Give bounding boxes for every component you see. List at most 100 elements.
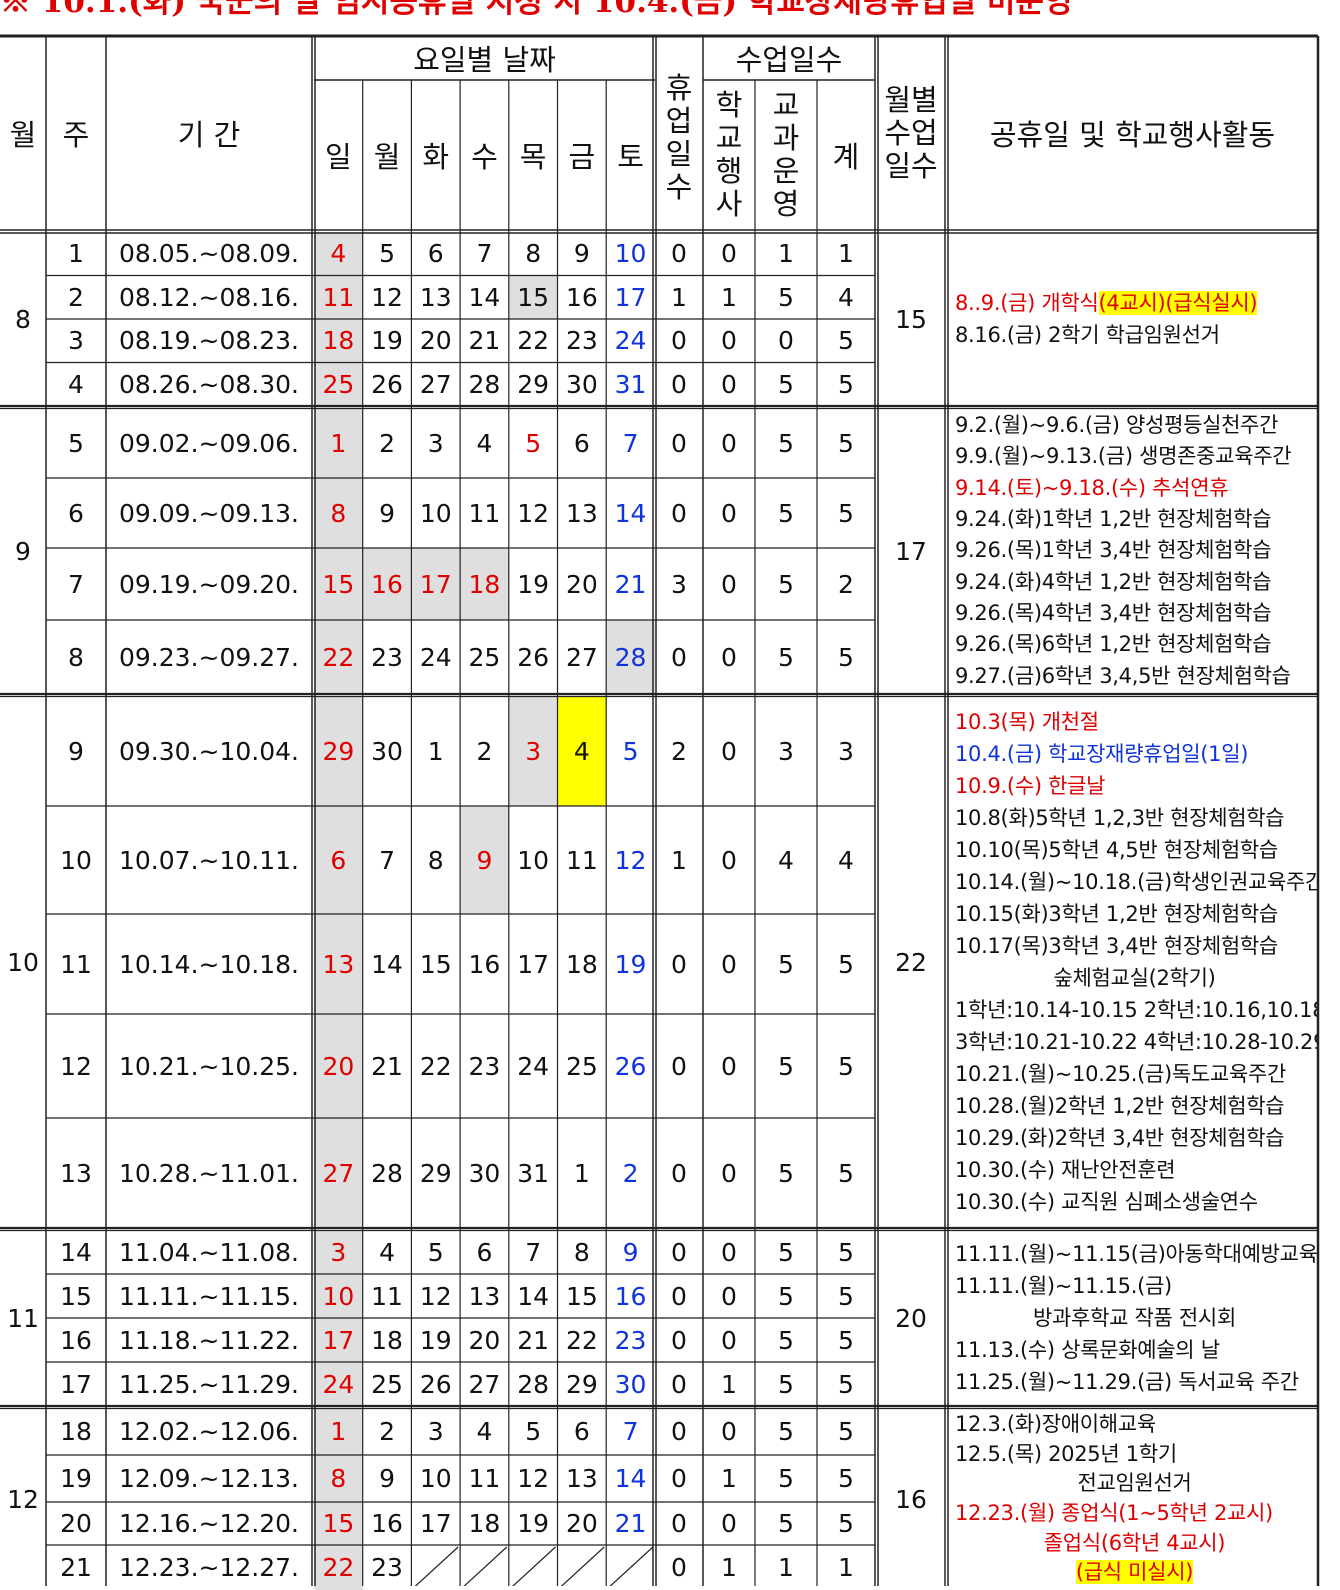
day-cell: 22 (314, 1545, 363, 1590)
curriculum-days-value: 5 (778, 369, 794, 399)
day-cell: 14 (614, 1464, 647, 1493)
day-cell: 19 (614, 949, 647, 979)
day-cell: 11 (468, 498, 501, 528)
day-cell: 28 (371, 1158, 403, 1188)
day-cell: 18 (371, 1325, 403, 1355)
note-line: 10.8(화)5학년 1,2,3반 현장체험학습 (955, 802, 1314, 834)
grid-line (512, 1546, 556, 1586)
curriculum-days-value: 5 (778, 1369, 794, 1399)
week-period: 10.28.~11.01. (119, 1158, 299, 1188)
curriculum-days-value: 5 (778, 1158, 794, 1188)
note-text: 1학년:10.14-10.15 2학년:10.16,10.18 (955, 998, 1318, 1022)
header-curriculum-char: 운 (772, 154, 800, 188)
holiday-days-value: 0 (671, 1464, 687, 1493)
note-line: 10.17(목)3학년 3,4반 현장체험학습 (955, 930, 1314, 962)
day-cell: 6 (427, 239, 444, 269)
total-days-value: 4 (838, 845, 854, 875)
holiday-days-value: 0 (671, 369, 687, 399)
day-cell: 5 (379, 239, 395, 269)
day-cell: 16 (362, 548, 412, 620)
note-line: 9.24.(화)1학년 1,2반 현장체험학습 (955, 504, 1314, 535)
week-number: 9 (68, 736, 84, 766)
day-cell: 7 (622, 1417, 639, 1446)
header-weekday: 수 (471, 140, 498, 174)
header-notes: 공휴일 및 학교행사활동 (989, 118, 1276, 152)
total-days-value: 5 (838, 1325, 854, 1355)
total-days-value: 5 (838, 1509, 854, 1538)
note-text: 10.17(목)3학년 3,4반 현장체험학습 (955, 934, 1278, 958)
header-curriculum-char: 교 (772, 88, 800, 122)
day-cell: 9 (622, 1237, 639, 1267)
day-cell: 16 (614, 1281, 647, 1311)
week-number: 8 (68, 642, 84, 672)
day-cell: 4 (476, 428, 493, 458)
note-text: 10.30.(수) 재난안전훈련 (955, 1158, 1176, 1182)
day-cell: 12 (517, 498, 550, 528)
day-cell: 8 (314, 478, 363, 548)
day-cell: 22 (314, 620, 363, 694)
day-cell: 24 (517, 1051, 550, 1081)
day-cell: 17 (419, 1509, 452, 1538)
note-line: 방과후학교 작품 전시회 (955, 1302, 1314, 1334)
month-label: 10 (7, 947, 39, 977)
note-text: 9.26.(목)6학년 1,2반 현장체험학습 (955, 632, 1272, 657)
note-line: 전교임원선거 (955, 1469, 1314, 1499)
note-text: 9.26.(목)1학년 3,4반 현장체험학습 (955, 538, 1272, 563)
day-cell: 14 (614, 498, 647, 528)
day-cell: 3 (508, 696, 558, 806)
day-cell: 17 (314, 1318, 363, 1362)
day-cell: 2 (379, 1417, 395, 1446)
header-school-event-char: 교 (715, 121, 743, 155)
total-days-value: 5 (838, 498, 854, 528)
day-cell: 1 (314, 408, 363, 478)
holiday-days-value: 0 (671, 642, 687, 672)
week-period: 10.21.~10.25. (119, 1051, 299, 1081)
curriculum-days-value: 0 (778, 326, 794, 356)
week-period: 08.19.~08.23. (119, 326, 299, 356)
school-event-days-value: 0 (721, 1237, 737, 1267)
note-text: 10.14.(월)~10.18.(금)학생인권교육주간 (955, 870, 1318, 894)
day-cell: 19 (371, 326, 403, 356)
note-line: 3학년:10.21-10.22 4학년:10.28-10.29 (955, 1026, 1318, 1058)
week-period: 12.09.~12.13. (119, 1464, 299, 1493)
day-cell: 28 (517, 1369, 550, 1399)
day-cell: 11 (371, 1281, 403, 1311)
note-text: 8.16.(금) 2학기 학급임원선거 (955, 323, 1220, 347)
school-event-days-value: 0 (721, 642, 737, 672)
day-cell: 25 (468, 642, 501, 672)
day-cell: 20 (565, 569, 598, 599)
week-period: 10.07.~10.11. (119, 845, 299, 875)
day-cell: 8 (525, 239, 542, 269)
header-weekday: 토 (617, 140, 644, 174)
day-cell: 2 (476, 736, 493, 766)
total-days-value: 1 (838, 1553, 854, 1582)
holiday-days-value: 0 (671, 1417, 687, 1446)
week-period: 11.18.~11.22. (119, 1325, 299, 1355)
week-number: 19 (60, 1464, 92, 1493)
note-line: 10.21.(월)~10.25.(금)독도교육주간 (955, 1058, 1314, 1090)
note-text: 전교임원선거 (1077, 1471, 1192, 1496)
day-cell: 28 (606, 620, 655, 694)
total-days-value: 5 (838, 1281, 854, 1311)
note-line: 11.25.(월)~11.29.(금) 독서교육 주간 (955, 1366, 1314, 1398)
holiday-days-value: 0 (671, 1051, 687, 1081)
note-text: 10.8(화)5학년 1,2,3반 현장체험학습 (955, 806, 1285, 830)
note-text: 방과후학교 작품 전시회 (1033, 1306, 1236, 1330)
week-number: 11 (60, 949, 92, 979)
day-cell: 17 (411, 548, 461, 620)
week-period: 10.14.~10.18. (119, 949, 299, 979)
holiday-days-value: 0 (671, 239, 687, 269)
total-days-value: 5 (838, 1417, 854, 1446)
day-cell: 8 (573, 1237, 590, 1267)
note-line: 10.9.(수) 한글날 (955, 770, 1314, 802)
day-cell: 6 (573, 428, 590, 458)
school-event-days-value: 0 (721, 1325, 737, 1355)
monthly-days-value: 20 (895, 1303, 927, 1333)
day-cell: 21 (371, 1051, 403, 1081)
note-line: 졸업식(6학년 4교시) (955, 1529, 1314, 1559)
day-cell: 29 (517, 369, 550, 399)
day-cell: 23 (371, 1553, 403, 1582)
week-number: 15 (60, 1281, 92, 1311)
note-text: 10.21.(월)~10.25.(금)독도교육주간 (955, 1062, 1287, 1086)
